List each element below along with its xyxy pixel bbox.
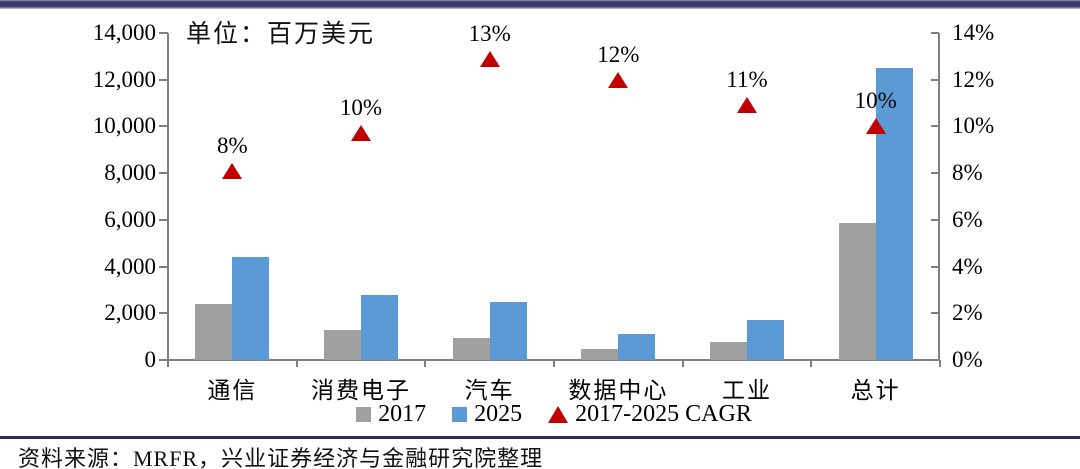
- right-axis-tick: [931, 218, 939, 221]
- left-axis-tick-label: 12,000: [92, 66, 156, 92]
- legend-swatch-2025: [452, 406, 468, 422]
- cagr-value-label: 12%: [597, 41, 640, 67]
- x-axis-tick: [424, 360, 427, 367]
- x-axis-tick: [167, 360, 169, 367]
- left-axis-tick: [159, 32, 168, 34]
- right-axis-tick: [931, 172, 939, 175]
- right-axis-tick-label: 4%: [952, 253, 983, 279]
- chart-legend: 2017 2025 2017-2025 CAGR: [168, 399, 940, 429]
- cagr-value-label: 10%: [339, 95, 383, 121]
- left-axis-tick-label: 0: [144, 347, 157, 372]
- source-text: 资料来源：MRFR，兴业证券经济与金融研究院整理: [18, 446, 544, 469]
- right-axis-tick-label: 2%: [952, 300, 983, 326]
- cagr-marker-icon: [479, 50, 500, 67]
- legend-label-2017: 2017: [378, 400, 427, 427]
- right-axis-tick: [931, 265, 939, 268]
- footer-separator-line: [0, 436, 1080, 439]
- bar-2025-0: [232, 257, 270, 360]
- left-axis-tick-label: 2,000: [104, 300, 156, 326]
- legend-swatch-2017: [356, 406, 372, 422]
- top-border-bar: [0, 0, 1080, 9]
- left-axis-tick-label: 4,000: [104, 253, 156, 279]
- cagr-value-label: 13%: [468, 20, 511, 46]
- x-axis-category-label: 总计: [850, 378, 901, 403]
- bar-2025-3: [618, 334, 656, 360]
- x-axis-category-label: 工业: [722, 378, 772, 403]
- right-axis-tick: [931, 78, 939, 81]
- bar-2025-5: [875, 68, 913, 360]
- right-axis-tick-label: 10%: [952, 113, 995, 139]
- right-axis-tick: [931, 359, 939, 361]
- right-axis-tick-label: 6%: [952, 206, 983, 232]
- bar-2025-1: [361, 294, 398, 360]
- right-axis-tick: [931, 312, 939, 315]
- right-axis-tick-label: 8%: [952, 160, 983, 186]
- left-axis-tick-label: 8,000: [104, 160, 156, 186]
- bar-2017-2: [452, 337, 490, 360]
- left-axis-tick: [159, 359, 168, 361]
- bar-2017-5: [838, 223, 876, 360]
- right-axis-tick: [931, 32, 939, 34]
- legend-triangle-icon: [548, 405, 569, 423]
- right-axis-tick-label: 12%: [952, 66, 995, 92]
- right-y-axis-line: [938, 33, 940, 361]
- cagr-marker-icon: [737, 97, 757, 114]
- bar-2025-2: [489, 301, 527, 360]
- left-axis-tick-label: 10,000: [92, 113, 156, 139]
- x-axis-tick: [681, 360, 684, 367]
- cagr-marker-icon: [608, 71, 629, 88]
- legend-label-2025: 2025: [474, 400, 523, 427]
- bar-2017-1: [324, 329, 361, 360]
- left-axis-tick: [159, 125, 168, 128]
- x-axis-category-label: 消费电子: [311, 378, 411, 403]
- bar-2025-4: [747, 320, 784, 360]
- x-axis-category-label: 数据中心: [568, 378, 669, 403]
- legend-item-2025: 2025: [452, 401, 522, 428]
- left-y-axis-line: [167, 33, 169, 361]
- x-axis-tick: [295, 360, 298, 367]
- bar-2017-3: [581, 349, 619, 360]
- left-axis-tick: [159, 265, 168, 268]
- cagr-marker-icon: [222, 162, 243, 179]
- x-axis-tick: [553, 360, 555, 367]
- legend-item-2017: 2017: [356, 401, 426, 428]
- cagr-marker-icon: [351, 125, 371, 142]
- left-axis-tick: [159, 312, 168, 315]
- cagr-marker-icon: [865, 118, 886, 135]
- x-axis-tick: [939, 360, 941, 367]
- bar-2017-0: [195, 303, 233, 360]
- cagr-value-label: 10%: [854, 88, 897, 114]
- cagr-value-label: 11%: [726, 67, 768, 93]
- left-axis-tick: [159, 78, 168, 81]
- bar-2017-4: [710, 342, 747, 360]
- x-axis-category-label: 汽车: [464, 378, 515, 403]
- left-axis-tick-label: 6,000: [104, 206, 156, 232]
- left-axis-tick: [159, 218, 168, 221]
- x-axis-category-label: 通信: [207, 378, 258, 403]
- chart-unit-label: 单位：百万美元: [186, 21, 376, 48]
- right-axis-tick-label: 0%: [952, 347, 983, 372]
- x-axis-tick: [810, 360, 813, 367]
- left-axis-tick-label: 14,000: [92, 20, 156, 45]
- left-axis-tick: [159, 172, 168, 175]
- right-axis-tick-label: 14%: [952, 20, 995, 45]
- right-axis-tick: [931, 125, 939, 128]
- cagr-value-label: 8%: [216, 132, 248, 158]
- legend-item-cagr: 2017-2025 CAGR: [548, 401, 752, 428]
- legend-label-cagr: 2017-2025 CAGR: [575, 400, 752, 427]
